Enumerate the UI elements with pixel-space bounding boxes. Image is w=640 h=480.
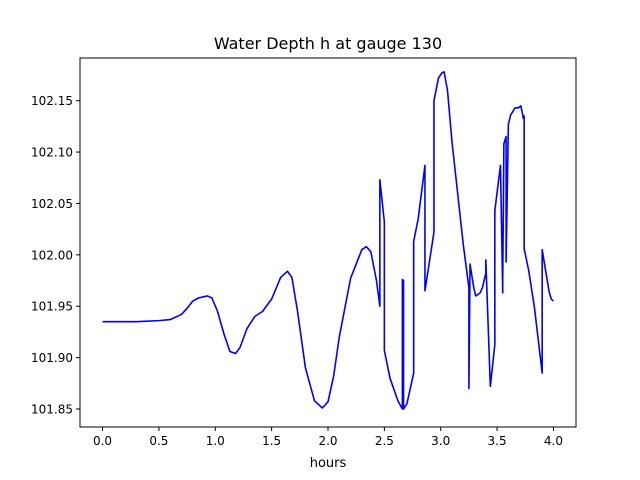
x-tick-label: 0.0: [93, 434, 112, 448]
x-tick-label: 0.5: [149, 434, 168, 448]
x-tick-label: 3.0: [431, 434, 450, 448]
plot-line-layer: [102, 71, 554, 410]
y-tick-label: 102.00: [31, 248, 73, 262]
y-tick-label: 101.85: [31, 403, 73, 417]
x-axis-label: hours: [310, 456, 347, 471]
x-tick-label: 2.0: [318, 434, 337, 448]
chart-title: Water Depth h at gauge 130: [214, 34, 442, 53]
x-tick-label: 2.5: [375, 434, 394, 448]
y-tick-label: 101.95: [31, 300, 73, 314]
x-tick-label: 3.5: [488, 434, 507, 448]
y-axis-ticks: 101.85 101.90 101.95 102.00 102.05 102.10 102.…: [31, 94, 80, 417]
y-tick-label: 102.05: [31, 197, 73, 211]
x-tick-label: 1.5: [262, 434, 281, 448]
x-tick-label: 1.0: [206, 434, 225, 448]
x-tick-label: 4.0: [544, 434, 563, 448]
y-tick-label: 102.15: [31, 94, 73, 108]
y-tick-label: 102.10: [31, 146, 73, 160]
x-axis-ticks: 0.0 0.5 1.0 1.5 2.0 2.5 3.0 3.5 4.0: [93, 427, 563, 448]
y-tick-label: 101.90: [31, 351, 73, 365]
series-line-0: [102, 71, 554, 410]
